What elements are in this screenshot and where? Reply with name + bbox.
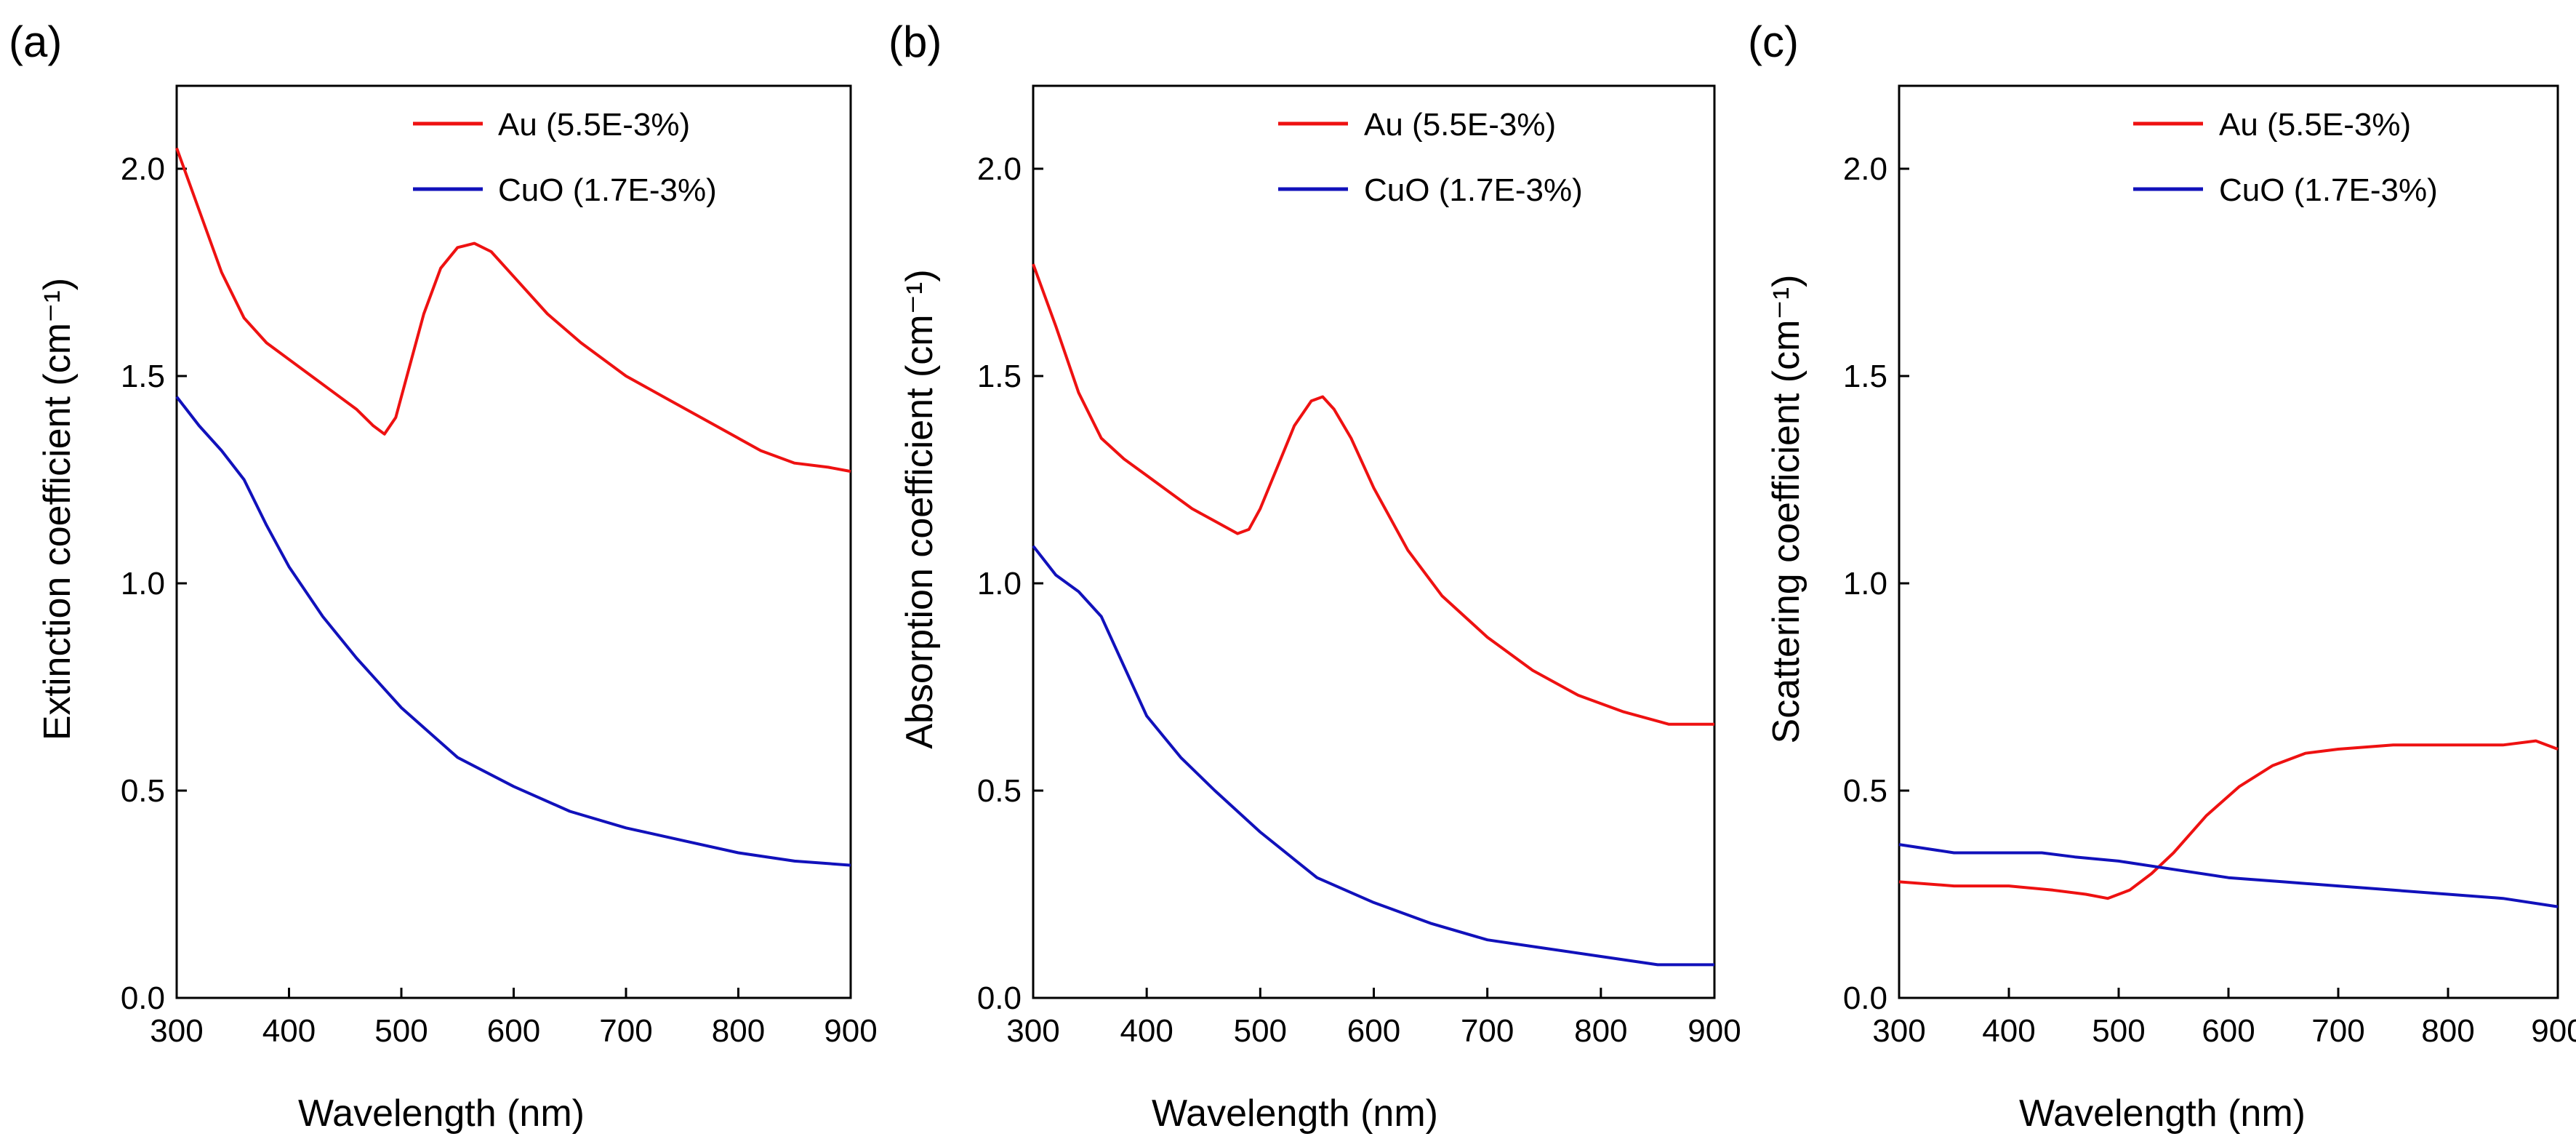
y-tick-label: 1.5 xyxy=(1843,359,1887,394)
legend-label-au: Au (5.5E-3%) xyxy=(2219,107,2411,143)
legend-label-au: Au (5.5E-3%) xyxy=(1364,107,1556,143)
y-tick-label: 2.0 xyxy=(121,151,165,187)
y-tick-label: 2.0 xyxy=(977,151,1022,187)
x-tick-label: 800 xyxy=(2421,1013,2474,1049)
y-axis-title: Absorption coefficient (cm⁻¹) xyxy=(899,269,941,748)
x-tick-label: 500 xyxy=(1234,1013,1287,1049)
y-axis-title: Scattering coefficient (cm⁻¹) xyxy=(1765,275,1807,744)
series-line-cuo xyxy=(175,396,851,867)
x-tick-label: 500 xyxy=(2092,1013,2145,1049)
y-tick-label: 2.0 xyxy=(1843,151,1887,187)
y-tick-label: 1.0 xyxy=(121,566,165,602)
x-tick-label: 500 xyxy=(374,1013,428,1049)
panel-c-scattering: (c) Scattering coefficient (cm⁻¹) Wavele… xyxy=(1748,17,2576,1135)
plot-frame xyxy=(1032,84,1716,999)
y-tick-label: 0.0 xyxy=(121,980,165,1016)
x-tick-label: 600 xyxy=(2202,1013,2255,1049)
series-line-au xyxy=(175,147,851,473)
x-tick-label: 900 xyxy=(1688,1013,1741,1049)
series-line-cuo xyxy=(1032,545,1714,967)
x-tick-label: 600 xyxy=(1347,1013,1400,1049)
panel-label: (a) xyxy=(9,17,62,66)
x-axis-title: Wavelength (nm) xyxy=(1152,1092,1438,1135)
plot-frame xyxy=(1898,84,2559,999)
x-tick-label: 600 xyxy=(487,1013,540,1049)
y-tick-label: 1.0 xyxy=(977,566,1022,602)
y-tick-label: 1.5 xyxy=(977,359,1022,394)
series-line-cuo xyxy=(1898,843,2559,908)
legend-label-au: Au (5.5E-3%) xyxy=(498,107,690,143)
panel-b-absorption: (b) Absorption coefficient (cm⁻¹) Wavele… xyxy=(888,17,1741,1135)
y-tick-label: 0.0 xyxy=(1843,980,1887,1016)
x-tick-label: 400 xyxy=(1120,1013,1173,1049)
series-line-au xyxy=(1898,739,2559,900)
x-tick-label: 800 xyxy=(712,1013,765,1049)
x-tick-label: 900 xyxy=(824,1013,877,1049)
y-tick-label: 0.5 xyxy=(977,773,1022,809)
x-tick-label: 300 xyxy=(1872,1013,1925,1049)
x-tick-label: 900 xyxy=(2531,1013,2576,1049)
y-tick-label: 1.0 xyxy=(1843,566,1887,602)
plot-frame xyxy=(175,84,852,999)
x-tick-label: 300 xyxy=(1006,1013,1059,1049)
x-tick-label: 700 xyxy=(2311,1013,2364,1049)
series-line-au xyxy=(1032,263,1714,726)
y-tick-label: 0.5 xyxy=(121,773,165,809)
x-tick-label: 400 xyxy=(262,1013,316,1049)
x-tick-label: 700 xyxy=(1461,1013,1514,1049)
y-tick-label: 0.0 xyxy=(977,980,1022,1016)
x-tick-label: 300 xyxy=(150,1013,203,1049)
x-tick-label: 800 xyxy=(1574,1013,1627,1049)
x-axis-title: Wavelength (nm) xyxy=(2019,1092,2306,1135)
legend-label-cuo: CuO (1.7E-3%) xyxy=(498,172,717,208)
panel-label: (b) xyxy=(888,17,942,66)
legend-label-cuo: CuO (1.7E-3%) xyxy=(1364,172,1583,208)
legend-label-cuo: CuO (1.7E-3%) xyxy=(2219,172,2438,208)
x-tick-label: 400 xyxy=(1982,1013,2035,1049)
y-tick-label: 0.5 xyxy=(1843,773,1887,809)
x-tick-label: 700 xyxy=(599,1013,652,1049)
y-tick-label: 1.5 xyxy=(121,359,165,394)
panel-label: (c) xyxy=(1748,17,1799,66)
x-axis-title: Wavelength (nm) xyxy=(298,1092,585,1135)
panel-a-extinction: (a) Extinction coefficient (cm⁻¹) Wavele… xyxy=(9,17,878,1135)
y-axis-title: Extinction coefficient (cm⁻¹) xyxy=(36,278,79,740)
